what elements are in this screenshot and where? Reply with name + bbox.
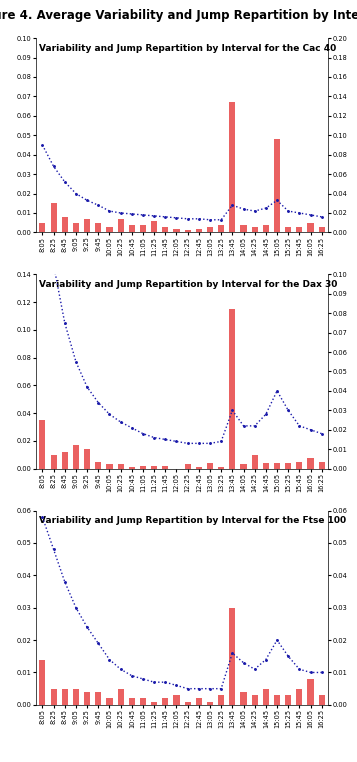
Bar: [185, 465, 191, 469]
Text: Variability and Jump Repartition by Interval for the Ftse 100: Variability and Jump Repartition by Inte…: [39, 517, 346, 525]
Bar: [218, 695, 224, 705]
Bar: [174, 229, 180, 232]
Bar: [319, 695, 325, 705]
Bar: [285, 695, 291, 705]
Bar: [151, 466, 157, 469]
Bar: [106, 465, 112, 469]
Bar: [129, 467, 135, 469]
Bar: [39, 420, 45, 469]
Bar: [73, 223, 79, 232]
Bar: [129, 225, 135, 232]
Bar: [319, 226, 325, 232]
Bar: [95, 223, 101, 232]
Bar: [285, 226, 291, 232]
Bar: [174, 695, 180, 705]
Bar: [196, 229, 202, 232]
Bar: [62, 452, 68, 469]
Bar: [117, 465, 124, 469]
Bar: [307, 223, 314, 232]
Bar: [106, 698, 112, 705]
Bar: [84, 219, 90, 232]
Bar: [229, 608, 235, 705]
Bar: [263, 225, 269, 232]
Text: Variability and Jump Repartition by Interval for the Dax 30: Variability and Jump Repartition by Inte…: [39, 280, 337, 289]
Bar: [129, 698, 135, 705]
Bar: [207, 702, 213, 705]
Bar: [117, 219, 124, 232]
Bar: [274, 463, 280, 469]
Bar: [39, 659, 45, 705]
Bar: [84, 692, 90, 705]
Bar: [252, 226, 258, 232]
Bar: [95, 462, 101, 469]
Bar: [185, 230, 191, 232]
Bar: [263, 463, 269, 469]
Bar: [185, 702, 191, 705]
Bar: [207, 226, 213, 232]
Bar: [50, 689, 57, 705]
Bar: [229, 102, 235, 232]
Bar: [241, 692, 247, 705]
Bar: [62, 217, 68, 232]
Bar: [207, 463, 213, 469]
Bar: [39, 223, 45, 232]
Text: Figure 4. Average Variability and Jump Repartition by Interval: Figure 4. Average Variability and Jump R…: [0, 9, 357, 22]
Bar: [50, 455, 57, 469]
Bar: [252, 695, 258, 705]
Bar: [218, 467, 224, 469]
Bar: [241, 225, 247, 232]
Bar: [73, 689, 79, 705]
Bar: [263, 689, 269, 705]
Bar: [106, 226, 112, 232]
Bar: [117, 689, 124, 705]
Bar: [296, 462, 302, 469]
Bar: [73, 445, 79, 469]
Bar: [151, 221, 157, 232]
Bar: [196, 467, 202, 469]
Bar: [140, 225, 146, 232]
Bar: [285, 463, 291, 469]
Bar: [151, 702, 157, 705]
Bar: [307, 679, 314, 705]
Bar: [218, 225, 224, 232]
Bar: [229, 309, 235, 469]
Bar: [84, 450, 90, 469]
Bar: [252, 455, 258, 469]
Bar: [296, 689, 302, 705]
Bar: [274, 695, 280, 705]
Bar: [140, 698, 146, 705]
Bar: [307, 457, 314, 469]
Bar: [274, 139, 280, 232]
Bar: [319, 462, 325, 469]
Bar: [162, 466, 169, 469]
Bar: [62, 689, 68, 705]
Bar: [296, 226, 302, 232]
Bar: [241, 465, 247, 469]
Bar: [50, 203, 57, 232]
Bar: [162, 226, 169, 232]
Bar: [95, 692, 101, 705]
Bar: [196, 698, 202, 705]
Text: Variability and Jump Repartition by Interval for the Cac 40: Variability and Jump Repartition by Inte…: [39, 44, 336, 53]
Bar: [140, 466, 146, 469]
Bar: [162, 698, 169, 705]
